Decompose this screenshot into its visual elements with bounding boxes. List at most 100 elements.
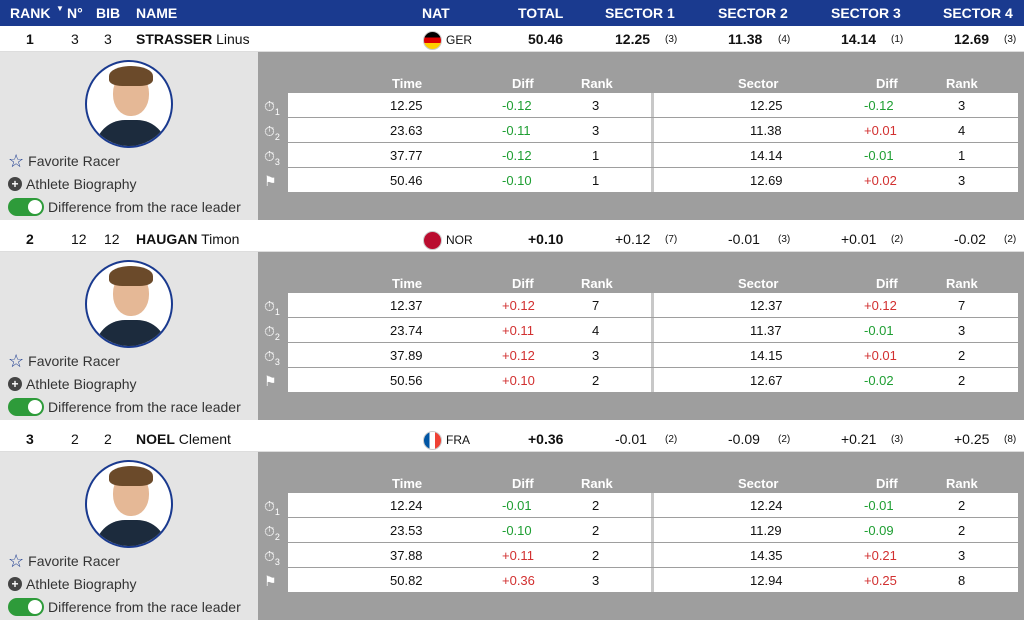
racer-last-name: STRASSER <box>136 31 213 47</box>
sector-time: +0.12 <box>615 231 651 247</box>
favorite-racer-link[interactable]: ☆ Favorite Racer <box>8 151 120 171</box>
sector-split-rank: 3 <box>958 173 966 188</box>
racer-name[interactable]: NOEL Clement <box>136 431 231 447</box>
racer-row[interactable]: 2 12 12 HAUGAN Timon NOR +0.10 +0.12 (7) -0… <box>0 226 1024 252</box>
split-times-panel: Time Diff Rank Sector Diff Rank ⏱1 12.25… <box>258 52 1024 220</box>
col-sector-rank: Rank <box>946 76 978 91</box>
athlete-photo <box>85 60 173 148</box>
split-time: 12.37 <box>390 298 423 313</box>
split-diff: +0.12 <box>502 298 535 313</box>
sector-split-rank: 3 <box>958 98 966 113</box>
sector-split-rank: 1 <box>958 148 966 163</box>
col-rank[interactable]: RANK <box>10 5 51 21</box>
leader-difference-toggle[interactable]: Difference from the race leader <box>8 198 241 216</box>
favorite-racer-link[interactable]: ☆ Favorite Racer <box>8 351 120 371</box>
col-sector-diff: Diff <box>876 476 898 491</box>
athlete-biography-link[interactable]: + Athlete Biography <box>8 376 137 392</box>
split-diff: -0.10 <box>502 173 532 188</box>
favorite-racer-link[interactable]: ☆ Favorite Racer <box>8 551 120 571</box>
athlete-biography-link[interactable]: + Athlete Biography <box>8 176 137 192</box>
sector-rank: (2) <box>665 434 678 445</box>
split-diff: +0.12 <box>502 348 535 363</box>
divider <box>651 168 654 192</box>
sector-split: 11.38 <box>750 123 782 138</box>
split-time: 50.82 <box>390 573 423 588</box>
col-total: TOTAL <box>518 5 564 21</box>
racer-first-name: Linus <box>216 31 250 47</box>
sector-diff: -0.09 <box>864 523 894 538</box>
divider <box>651 93 654 117</box>
divider <box>651 318 654 342</box>
col-sector-diff: Diff <box>876 276 898 291</box>
col-sector: Sector <box>738 76 779 91</box>
star-icon: ☆ <box>8 351 25 371</box>
split-diff: +0.10 <box>502 373 535 388</box>
racer-row[interactable]: 1 3 3 STRASSER Linus GER 50.46 12.25 (3) 11… <box>0 26 1024 52</box>
col-name: NAME <box>136 5 178 21</box>
col-time: Time <box>392 76 423 91</box>
col-sector: Sector <box>738 276 779 291</box>
sector-rank: (2) <box>778 434 791 445</box>
racer-nation: FRA <box>446 433 470 447</box>
col-sector-3: SECTOR 3 <box>831 5 901 21</box>
racer-row[interactable]: 3 2 2 NOEL Clement FRA +0.36 -0.01 (2) -0.0… <box>0 426 1024 452</box>
racer-name[interactable]: STRASSER Linus <box>136 31 250 47</box>
racer-bib: 3 <box>104 31 112 47</box>
sort-icon[interactable]: ▼ <box>56 4 64 13</box>
split-rank: 3 <box>592 573 600 588</box>
stopwatch-3-icon: ⏱3 <box>264 348 280 367</box>
split-time: 23.74 <box>390 323 423 338</box>
sector-rank: (1) <box>891 34 904 45</box>
sector-time: +0.21 <box>841 431 877 447</box>
leader-difference-toggle[interactable]: Difference from the race leader <box>8 598 241 616</box>
racer-total: 50.46 <box>528 31 564 47</box>
racer-last-name: HAUGAN <box>136 231 198 247</box>
split-row: ⏱2 23.63 -0.11 3 11.38 +0.01 4 <box>264 118 1018 142</box>
athlete-biography-link[interactable]: + Athlete Biography <box>8 576 137 592</box>
split-diff: -0.12 <box>502 98 532 113</box>
toggle-switch[interactable] <box>8 198 44 216</box>
racer-detail: ☆ Favorite Racer + Athlete Biography Diffe… <box>0 452 1024 620</box>
split-rank: 2 <box>592 523 600 538</box>
divider <box>651 143 654 167</box>
split-time: 37.77 <box>390 148 423 163</box>
stopwatch-2-icon: ⏱2 <box>264 123 280 142</box>
col-diff: Diff <box>512 476 534 491</box>
split-rank: 7 <box>592 298 600 313</box>
star-icon: ☆ <box>8 551 25 571</box>
sector-split-rank: 2 <box>958 523 966 538</box>
finish-flag-icon: ⚑ <box>264 573 277 589</box>
racer-name[interactable]: HAUGAN Timon <box>136 231 239 247</box>
racer-detail: ☆ Favorite Racer + Athlete Biography Diffe… <box>0 52 1024 220</box>
sector-time: 12.69 <box>954 31 990 47</box>
racer-bib: 12 <box>104 231 120 247</box>
racer-rank: 3 <box>26 431 34 447</box>
racer-total: +0.10 <box>528 231 564 247</box>
sector-diff: -0.01 <box>864 498 894 513</box>
results-header: RANK ▼ N° BIB NAME NAT TOTAL SECTOR 1 SE… <box>0 0 1024 26</box>
split-row: ⏱3 37.77 -0.12 1 14.14 -0.01 1 <box>264 143 1018 167</box>
toggle-switch[interactable] <box>8 398 44 416</box>
sector-rank: (3) <box>778 234 791 245</box>
racer-number: 2 <box>71 431 79 447</box>
split-rank: 2 <box>592 498 600 513</box>
divider <box>651 518 654 542</box>
col-time: Time <box>392 476 423 491</box>
sector-split: 14.35 <box>750 548 783 563</box>
fra-flag-icon <box>423 431 442 450</box>
col-bib: BIB <box>96 5 121 21</box>
split-time: 12.24 <box>390 498 423 513</box>
split-row: ⏱1 12.37 +0.12 7 12.37 +0.12 7 <box>264 293 1018 317</box>
split-times-panel: Time Diff Rank Sector Diff Rank ⏱1 12.24… <box>258 452 1024 620</box>
split-time: 23.53 <box>390 523 423 538</box>
split-row: ⏱2 23.53 -0.10 2 11.29 -0.09 2 <box>264 518 1018 542</box>
sector-rank: (4) <box>778 34 791 45</box>
sector-rank: (2) <box>891 234 904 245</box>
leader-difference-toggle[interactable]: Difference from the race leader <box>8 398 241 416</box>
split-row: ⚑ 50.56 +0.10 2 12.67 -0.02 2 <box>264 368 1018 392</box>
col-sector-rank: Rank <box>946 276 978 291</box>
sector-split: 12.37 <box>750 298 783 313</box>
col-sector-2: SECTOR 2 <box>718 5 788 21</box>
toggle-switch[interactable] <box>8 598 44 616</box>
divider <box>651 293 654 317</box>
